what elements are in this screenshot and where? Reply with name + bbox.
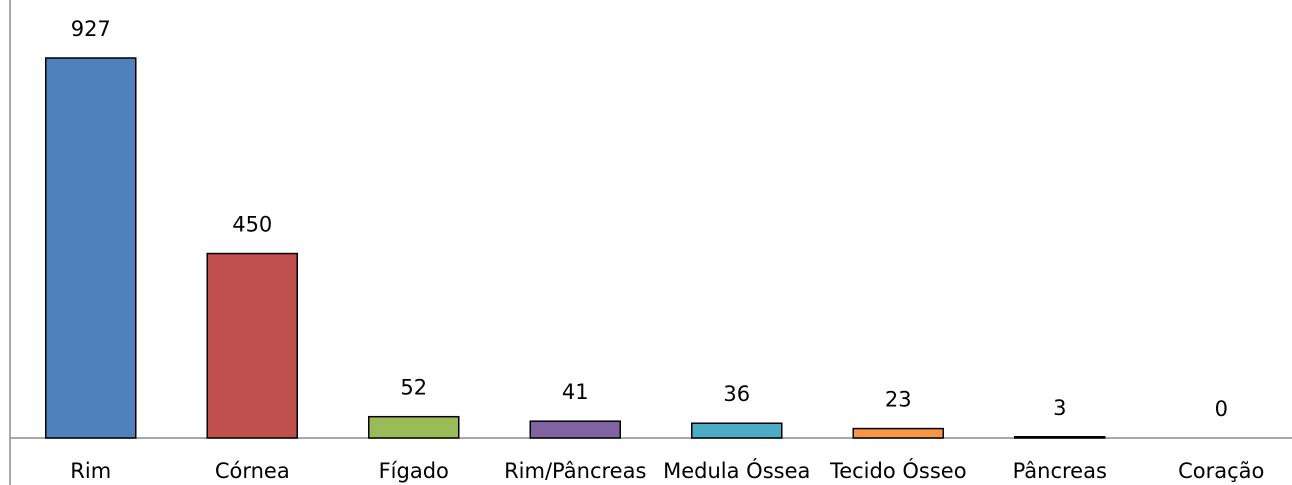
- category-label-0: Rim: [70, 459, 111, 483]
- data-label-1: 450: [232, 213, 272, 237]
- bar-6: [1014, 436, 1106, 439]
- category-labels-group: Rim Córnea Fígado Rim/Pâncreas Medula Óssea T…: [70, 458, 1264, 483]
- bars-group: [45, 57, 1106, 439]
- value-labels-group: 927 450 52 41 36 23 3 0: [71, 17, 1228, 421]
- data-label-5: 23: [885, 388, 912, 412]
- bar-1: [206, 252, 298, 439]
- category-label-6: Pâncreas: [1013, 459, 1107, 483]
- bar-5: [852, 427, 944, 439]
- bar-3: [529, 420, 621, 439]
- category-label-2: Fígado: [379, 459, 449, 483]
- category-label-1: Córnea: [215, 459, 290, 483]
- category-label-3: Rim/Pâncreas: [504, 459, 646, 483]
- data-label-7: 0: [1215, 397, 1228, 421]
- category-label-5: Tecido Ósseo: [829, 458, 967, 483]
- data-label-6: 3: [1053, 396, 1066, 420]
- data-label-2: 52: [400, 376, 427, 400]
- data-label-4: 36: [723, 382, 750, 406]
- bar-4: [691, 422, 783, 439]
- data-label-3: 41: [562, 380, 589, 404]
- category-label-4: Medula Óssea: [663, 458, 810, 483]
- category-label-7: Coração: [1178, 459, 1264, 483]
- bar-0: [45, 57, 137, 439]
- bar-2: [368, 415, 460, 439]
- data-label-0: 927: [71, 17, 111, 41]
